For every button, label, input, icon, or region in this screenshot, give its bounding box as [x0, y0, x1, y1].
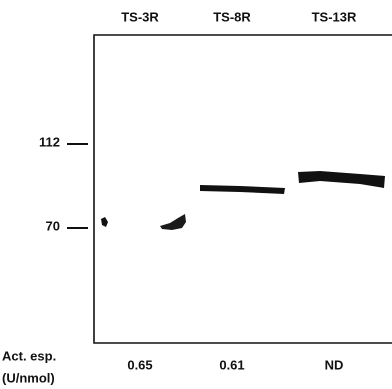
blot-figure: TS-3R TS-8R TS-13R 112 70 Act. esp. (U/n… — [0, 0, 392, 389]
background — [0, 0, 392, 389]
marker-label: 70 — [46, 218, 60, 233]
activity-value: 0.61 — [219, 357, 244, 372]
row-label: Act. esp. — [2, 348, 56, 363]
lane-label: TS-8R — [213, 9, 251, 24]
lane-label: TS-3R — [121, 9, 159, 24]
activity-value: 0.65 — [127, 357, 152, 372]
row-unit: (U/nmol) — [2, 370, 55, 385]
activity-value: ND — [325, 357, 344, 372]
lane-label: TS-13R — [312, 9, 357, 24]
marker-label: 112 — [39, 134, 60, 149]
